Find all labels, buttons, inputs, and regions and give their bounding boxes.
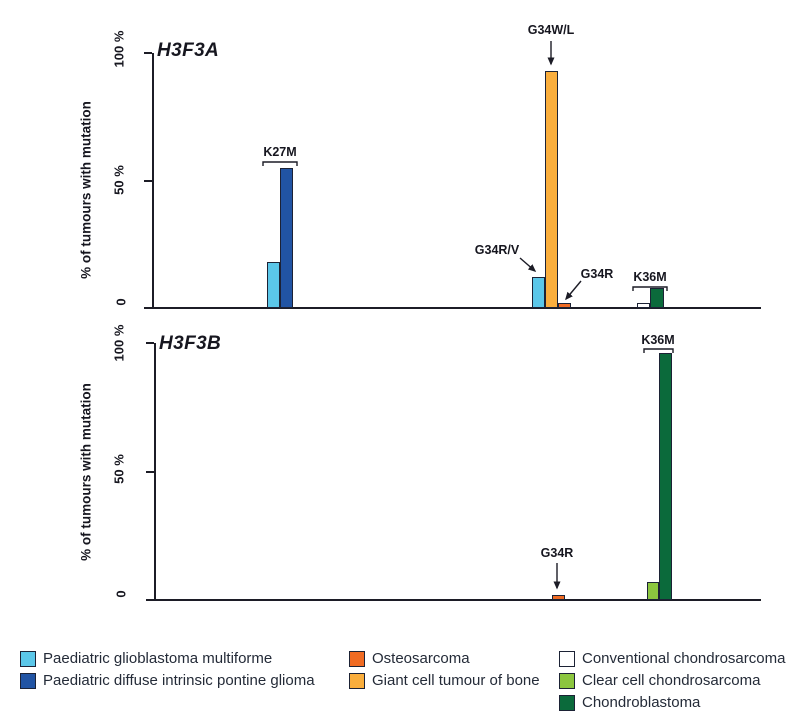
y-axis-label-h3f3b: % of tumours with mutation (78, 383, 94, 561)
swatch-conventional-chondrosarcoma (559, 650, 575, 667)
y-tick-100-h3f3a (144, 52, 152, 54)
panel-title-h3f3a: H3F3A (157, 40, 220, 61)
panel-title-h3f3b: H3F3B (159, 333, 222, 354)
bar-h3f3a-g34rv (532, 277, 545, 308)
swatch-clear-cell-chondrosarcoma (559, 672, 575, 689)
arrow-g34rv (519, 257, 537, 272)
swatch-paediatric-gbm (20, 650, 36, 667)
bar-h3f3b-g34r (552, 594, 565, 600)
legend-label-giant-cell-tumour: Giant cell tumour of bone (372, 672, 540, 689)
ytick-label-100-h3f3a: 100 % (111, 30, 127, 68)
y-axis-label-h3f3a: % of tumours with mutation (78, 101, 94, 279)
legend-item-paediatric-gbm: Paediatric glioblastoma multiforme (20, 650, 315, 667)
legend-label-clear-cell-chondrosarcoma: Clear cell chondrosarcoma (582, 672, 761, 689)
bar-h3f3a-k36m (650, 287, 664, 308)
y-tick-0-h3f3b (146, 599, 154, 601)
bar-h3f3a-k36m (637, 302, 650, 308)
y-tick-50-h3f3a (144, 179, 152, 182)
annotation-label-k27m: K27M (263, 145, 297, 159)
ytick-label-0-h3f3b: 0 (113, 590, 129, 598)
swatch-dipg (20, 672, 36, 689)
annotation-label-k36m: K36M (633, 270, 667, 284)
bar-h3f3a-g34r (558, 302, 571, 308)
legend-item-osteosarcoma: Osteosarcoma (349, 650, 540, 667)
x-axis-h3f3a (152, 307, 761, 309)
legend-column-3: Conventional chondrosarcoma Clear cell c… (559, 650, 785, 716)
bar-h3f3a-g34wl (545, 70, 558, 308)
legend-item-chondroblastoma: Chondroblastoma (559, 694, 785, 711)
bar-h3f3a-k27m (280, 167, 293, 308)
legend-item-conventional-chondrosarcoma: Conventional chondrosarcoma (559, 650, 785, 667)
y-tick-100-h3f3b (146, 342, 154, 344)
legend-label-paediatric-gbm: Paediatric glioblastoma multiforme (43, 650, 273, 667)
legend-label-dipg: Paediatric diffuse intrinsic pontine gli… (43, 672, 315, 689)
bar-h3f3b-k36m (659, 353, 672, 600)
ytick-label-100-h3f3b: 100 % (111, 324, 127, 362)
annotation-label-g34r: G34R (540, 546, 574, 560)
ytick-label-50-h3f3b: 50 % (111, 454, 127, 484)
legend-label-conventional-chondrosarcoma: Conventional chondrosarcoma (582, 650, 786, 667)
legend-column-2: Osteosarcoma Giant cell tumour of bone (349, 650, 540, 694)
y-axis-h3f3b (154, 343, 156, 600)
ytick-label-0-h3f3a: 0 (113, 298, 129, 306)
bar-h3f3a-k27m (267, 262, 280, 308)
swatch-giant-cell-tumour (349, 672, 365, 689)
x-axis-h3f3b (154, 599, 761, 601)
annotation-label-g34r: G34R (580, 267, 614, 281)
y-tick-50-h3f3b (146, 470, 154, 473)
annotation-label-k36m: K36M (641, 333, 675, 347)
legend-item-giant-cell-tumour: Giant cell tumour of bone (349, 672, 540, 689)
bracket-k27m (262, 161, 298, 166)
legend-item-clear-cell-chondrosarcoma: Clear cell chondrosarcoma (559, 672, 785, 689)
legend-label-osteosarcoma: Osteosarcoma (372, 650, 470, 667)
annotation-label-g34rv: G34R/V (474, 243, 520, 257)
legend-column-1: Paediatric glioblastoma multiforme Paedi… (20, 650, 315, 694)
y-tick-0-h3f3a (144, 307, 152, 309)
legend-item-dipg: Paediatric diffuse intrinsic pontine gli… (20, 672, 315, 689)
y-axis-h3f3a (152, 53, 154, 308)
swatch-chondroblastoma (559, 694, 575, 711)
swatch-osteosarcoma (349, 650, 365, 667)
bar-h3f3b-k36m (647, 582, 659, 600)
ytick-label-50-h3f3a: 50 % (111, 165, 127, 195)
annotation-label-g34wl: G34W/L (527, 23, 575, 37)
legend-label-chondroblastoma: Chondroblastoma (582, 694, 701, 711)
arrow-g34r (565, 280, 582, 301)
